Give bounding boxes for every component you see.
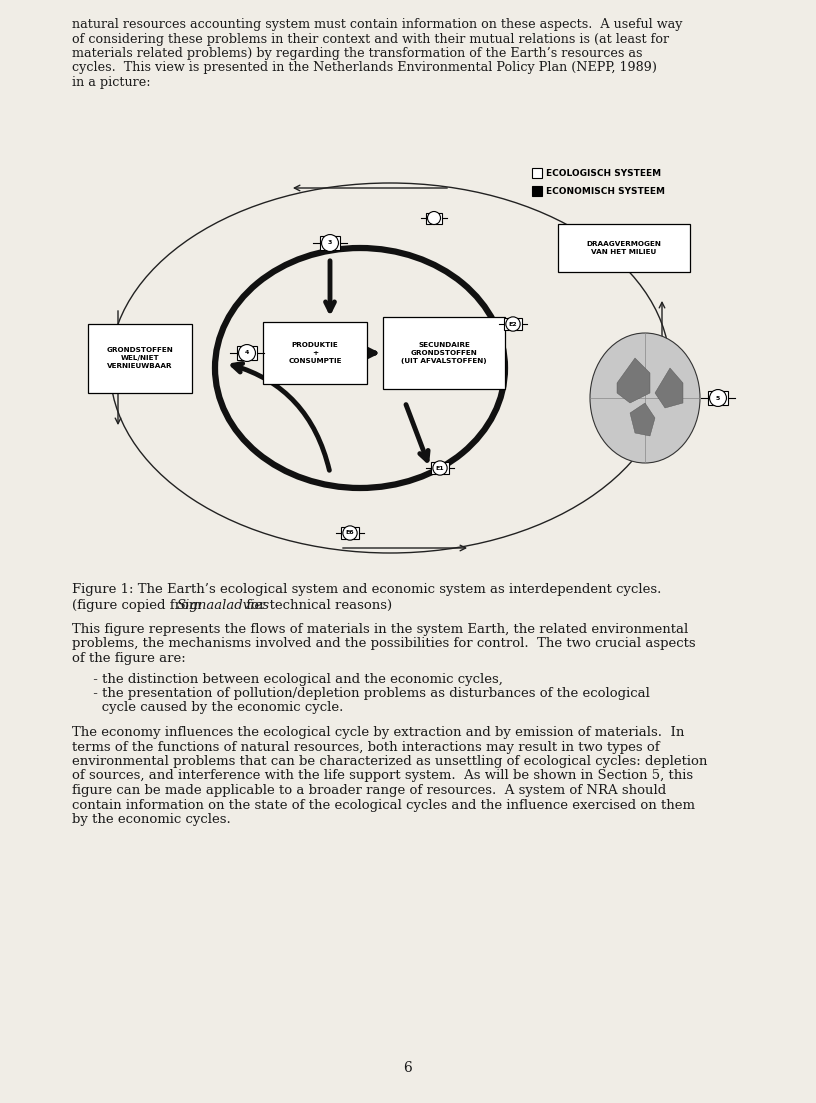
Text: for technical reasons): for technical reasons) [242,599,392,612]
Text: terms of the functions of natural resources, both interactions may result in two: terms of the functions of natural resour… [72,740,659,753]
Text: of the figure are:: of the figure are: [72,652,186,665]
Text: Signaaladvies: Signaaladvies [177,599,270,612]
Text: - the presentation of pollution/depletion problems as disturbances of the ecolog: - the presentation of pollution/depletio… [72,687,650,700]
Bar [341,527,359,539]
Polygon shape [617,358,650,403]
Text: ECOLOGISCH SYSTEEM: ECOLOGISCH SYSTEEM [546,169,661,178]
Text: of sources, and interference with the life support system.  As will be shown in : of sources, and interference with the li… [72,770,693,782]
Text: PRODUKTIE
+
CONSUMPTIE: PRODUKTIE + CONSUMPTIE [288,342,342,364]
Bar [431,462,449,474]
Text: GRONDSTOFFEN
WEL/NIET
VERNIEUWBAAR: GRONDSTOFFEN WEL/NIET VERNIEUWBAAR [107,347,173,370]
Circle shape [432,461,447,475]
FancyBboxPatch shape [263,322,367,384]
Text: E1: E1 [436,465,445,471]
Text: E6: E6 [346,531,354,535]
Bar [532,186,542,196]
Bar [426,213,442,224]
Bar [532,168,542,178]
Text: The economy influences the ecological cycle by extraction and by emission of mat: The economy influences the ecological cy… [72,726,685,739]
Polygon shape [655,368,683,408]
Text: (figure copied from: (figure copied from [72,599,206,612]
Text: - the distinction between ecological and the economic cycles,: - the distinction between ecological and… [72,673,503,685]
Text: by the economic cycles.: by the economic cycles. [72,813,231,826]
Circle shape [428,212,441,225]
Text: 5: 5 [716,396,721,400]
Text: 3: 3 [328,240,332,246]
Bar [237,346,257,361]
Bar [504,318,521,330]
Text: Figure 1: The Earth’s ecological system and economic system as interdependent cy: Figure 1: The Earth’s ecological system … [72,583,662,596]
Polygon shape [630,403,655,436]
Circle shape [710,389,726,406]
Circle shape [322,235,339,251]
Text: E2: E2 [508,321,517,326]
Text: 6: 6 [404,1061,412,1075]
Text: of considering these problems in their context and with their mutual relations i: of considering these problems in their c… [72,32,669,45]
Text: cycle caused by the economic cycle.: cycle caused by the economic cycle. [72,702,344,715]
Text: materials related problems) by regarding the transformation of the Earth’s resou: materials related problems) by regarding… [72,47,642,60]
Bar [707,390,729,405]
Text: DRAAGVERMOGEN
VAN HET MILIEU: DRAAGVERMOGEN VAN HET MILIEU [587,240,662,255]
Text: This figure represents the flows of materials in the system Earth, the related e: This figure represents the flows of mate… [72,623,688,636]
FancyBboxPatch shape [88,323,192,393]
FancyBboxPatch shape [558,224,690,272]
Ellipse shape [590,333,700,463]
Text: problems, the mechanisms involved and the possibilities for control.  The two cr: problems, the mechanisms involved and th… [72,638,695,651]
Text: in a picture:: in a picture: [72,76,151,89]
Circle shape [238,344,255,362]
Text: SECUNDAIRE
GRONDSTOFFEN
(UIT AFVALSTOFFEN): SECUNDAIRE GRONDSTOFFEN (UIT AFVALSTOFFE… [401,342,487,364]
Text: 4: 4 [245,351,249,355]
Text: figure can be made applicable to a broader range of resources.  A system of NRA : figure can be made applicable to a broad… [72,784,666,797]
Text: environmental problems that can be characterized as unsettling of ecological cyc: environmental problems that can be chara… [72,754,707,768]
Text: ECONOMISCH SYSTEEM: ECONOMISCH SYSTEEM [546,186,665,195]
Circle shape [343,526,357,540]
Bar [320,236,340,250]
Circle shape [506,317,520,331]
Text: natural resources accounting system must contain information on these aspects.  : natural resources accounting system must… [72,18,682,31]
Text: cycles.  This view is presented in the Netherlands Environmental Policy Plan (NE: cycles. This view is presented in the Ne… [72,62,657,75]
Text: contain information on the state of the ecological cycles and the influence exer: contain information on the state of the … [72,799,695,812]
FancyBboxPatch shape [383,317,505,389]
